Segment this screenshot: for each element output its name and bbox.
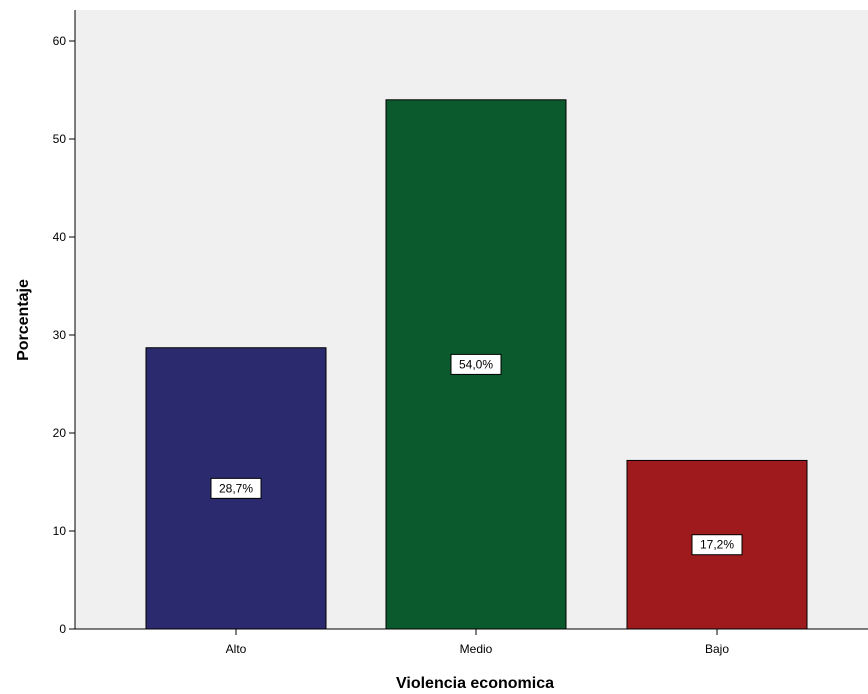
y-tick-label: 20 [53, 426, 67, 440]
x-tick-label: Medio [460, 642, 493, 656]
data-label-text: 28,7% [219, 481, 253, 495]
y-tick-label: 40 [53, 230, 67, 244]
data-label-text: 54,0% [459, 357, 493, 371]
x-tick-label: Alto [226, 642, 247, 656]
y-tick-label: 50 [53, 132, 67, 146]
y-tick-label: 30 [53, 328, 67, 342]
y-tick-label: 0 [59, 622, 66, 636]
data-label-text: 17,2% [700, 538, 734, 552]
data-label-box [210, 477, 262, 499]
data-label-bajo: 17,2% [691, 534, 743, 556]
data-label-box [450, 353, 502, 375]
data-label-medio: 54,0% [450, 353, 502, 375]
x-axis-ticks: Alto Medio Bajo [226, 629, 729, 656]
y-tick-label: 10 [53, 524, 67, 538]
x-tick-label: Bajo [705, 642, 729, 656]
y-axis-title: Porcentaje [15, 279, 32, 361]
data-label-box [691, 534, 743, 556]
y-axis-ticks: 0 10 20 30 40 50 60 [53, 34, 75, 636]
data-label-alto: 28,7% [210, 477, 262, 499]
y-tick-label: 60 [53, 34, 67, 48]
data-labels: 28,7% 54,0% 17,2% [210, 353, 743, 556]
x-axis-title: Violencia economica [396, 675, 554, 692]
